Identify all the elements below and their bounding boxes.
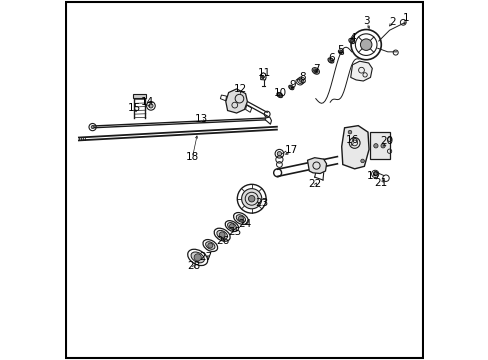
Text: 19: 19 (366, 171, 379, 181)
Circle shape (241, 189, 261, 209)
Ellipse shape (205, 242, 215, 249)
Polygon shape (307, 158, 326, 174)
Circle shape (349, 39, 353, 43)
Circle shape (238, 216, 243, 221)
Text: 15: 15 (128, 103, 141, 113)
Text: 18: 18 (185, 152, 199, 162)
Text: 10: 10 (273, 88, 286, 98)
Circle shape (339, 51, 342, 54)
Text: 2: 2 (388, 17, 395, 27)
Circle shape (194, 254, 201, 261)
Circle shape (360, 39, 371, 50)
Ellipse shape (191, 252, 204, 263)
Circle shape (277, 152, 281, 156)
Circle shape (207, 243, 212, 248)
Text: 5: 5 (337, 45, 344, 55)
Ellipse shape (236, 215, 245, 222)
Text: 25: 25 (228, 227, 241, 237)
Circle shape (314, 69, 317, 72)
Circle shape (148, 104, 153, 108)
Text: 6: 6 (327, 53, 334, 63)
Text: 16: 16 (345, 135, 358, 145)
Text: 17: 17 (284, 145, 297, 156)
Text: 12: 12 (234, 84, 247, 94)
Text: 26: 26 (216, 236, 229, 246)
Circle shape (229, 224, 234, 229)
Bar (369, 132, 389, 159)
Text: 21: 21 (373, 177, 386, 188)
Circle shape (289, 86, 292, 89)
Polygon shape (350, 61, 371, 81)
Polygon shape (133, 94, 145, 98)
Text: 14: 14 (141, 96, 154, 107)
Ellipse shape (313, 69, 317, 73)
Text: 27: 27 (199, 252, 212, 262)
Text: 1: 1 (403, 13, 409, 23)
Polygon shape (341, 126, 368, 169)
Circle shape (373, 144, 377, 148)
Text: 4: 4 (348, 33, 355, 43)
Text: 23: 23 (255, 198, 268, 208)
Circle shape (328, 58, 332, 63)
Text: 11: 11 (257, 68, 270, 78)
Ellipse shape (216, 230, 227, 239)
Polygon shape (225, 89, 247, 113)
Text: 3: 3 (363, 16, 369, 26)
Circle shape (347, 130, 351, 134)
Text: 9: 9 (288, 80, 295, 90)
Text: 28: 28 (186, 261, 200, 271)
Text: 7: 7 (312, 64, 319, 75)
Ellipse shape (227, 222, 236, 230)
Circle shape (380, 144, 385, 148)
Text: 22: 22 (307, 179, 321, 189)
Circle shape (360, 159, 364, 163)
Text: 8: 8 (298, 72, 305, 82)
Circle shape (91, 126, 94, 129)
Circle shape (219, 232, 224, 238)
Circle shape (248, 195, 254, 202)
Circle shape (373, 172, 376, 176)
Text: 20: 20 (379, 136, 392, 147)
Text: 13: 13 (194, 114, 207, 124)
Circle shape (261, 76, 264, 78)
Text: 24: 24 (237, 219, 251, 229)
Circle shape (277, 93, 282, 97)
